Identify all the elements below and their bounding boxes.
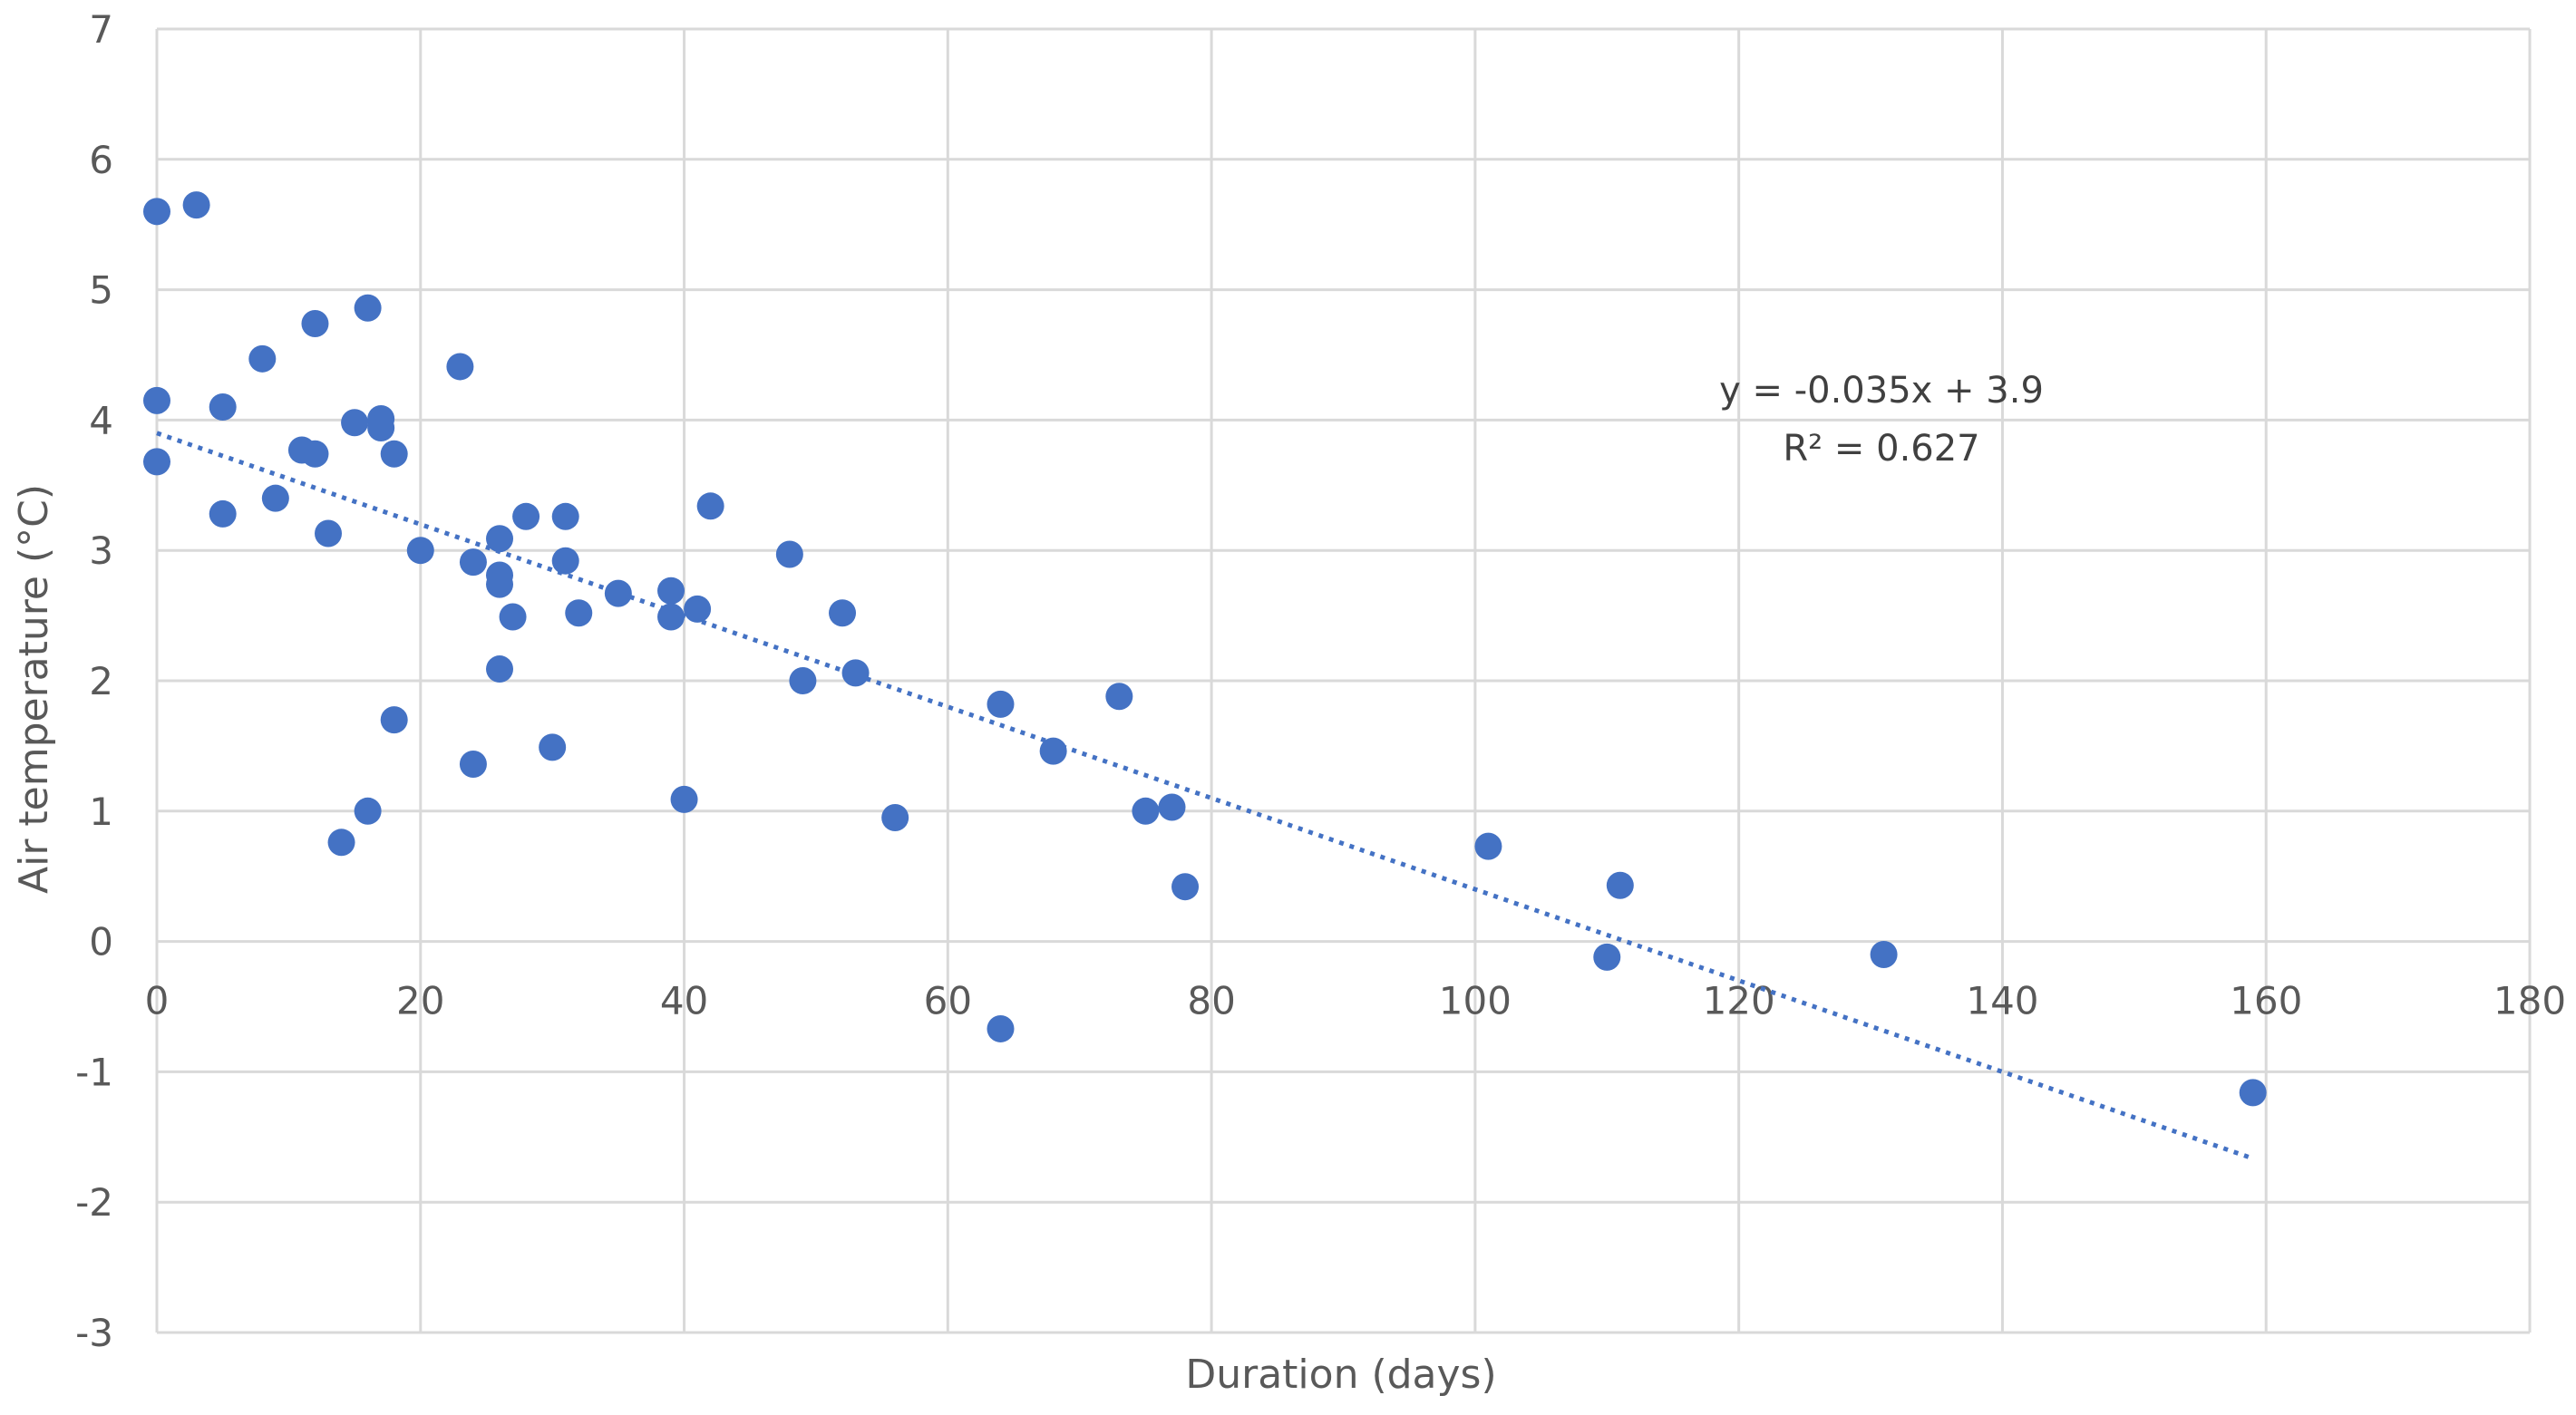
data-point-4	[209, 393, 237, 422]
trendline-group	[156, 431, 2254, 1161]
data-point-55	[1870, 940, 1898, 968]
data-point-42	[829, 599, 857, 627]
horizontal-gridlines	[157, 27, 2530, 1334]
x-tick-100: 100	[1439, 979, 1512, 1023]
data-point-28	[499, 603, 527, 631]
x-tick-20: 20	[396, 979, 444, 1023]
data-point-43	[841, 659, 870, 687]
x-tick-120: 120	[1703, 979, 1775, 1023]
data-point-1	[182, 191, 210, 219]
data-point-13	[341, 409, 369, 437]
data-point-35	[657, 577, 685, 605]
y-tick-0: 0	[89, 920, 113, 964]
data-point-47	[1039, 737, 1067, 765]
data-point-12	[327, 829, 355, 857]
data-point-52	[1474, 832, 1502, 860]
data-point-41	[789, 667, 817, 694]
data-point-50	[1158, 793, 1186, 821]
trendline	[156, 431, 2254, 1161]
data-point-22	[459, 548, 487, 577]
data-point-17	[367, 414, 395, 442]
y-tick--2: -2	[75, 1180, 113, 1225]
data-point-2	[143, 386, 170, 414]
trendline-equation: y = -0.035x + 3.9	[1719, 370, 2044, 412]
data-point-6	[248, 344, 277, 373]
data-point-39	[696, 492, 724, 520]
data-point-27	[486, 655, 514, 683]
data-point-19	[380, 706, 408, 734]
y-tick-4: 4	[89, 398, 113, 442]
y-axis-title: Air temperature (°C)	[11, 484, 57, 894]
data-point-51	[1171, 873, 1200, 901]
x-axis-title: Duration (days)	[1185, 1352, 1496, 1398]
data-point-30	[539, 733, 567, 761]
data-point-23	[459, 751, 487, 779]
data-point-54	[1606, 871, 1634, 899]
data-point-26	[486, 570, 514, 598]
y-tick-6: 6	[89, 138, 113, 182]
data-point-33	[565, 599, 593, 627]
data-point-36	[657, 603, 685, 631]
x-tick-80: 80	[1187, 979, 1235, 1023]
data-point-49	[1132, 797, 1160, 825]
data-point-45	[987, 690, 1015, 718]
y-tick-2: 2	[89, 659, 113, 703]
x-tick-40: 40	[660, 979, 708, 1023]
data-point-24	[486, 525, 514, 553]
x-tick-180: 180	[2493, 979, 2566, 1023]
data-point-37	[670, 785, 698, 813]
data-point-38	[684, 595, 712, 623]
data-points	[143, 191, 2267, 1107]
x-tick-140: 140	[1966, 979, 2038, 1023]
y-tick-1: 1	[89, 790, 113, 834]
data-point-11	[315, 519, 343, 548]
data-point-0	[143, 198, 170, 226]
data-point-14	[354, 294, 382, 322]
data-point-5	[209, 499, 237, 528]
x-tick-0: 0	[145, 979, 170, 1023]
data-point-31	[551, 502, 579, 530]
x-tick-labels: 0 20 40 60 80 100 120 140 160 180	[145, 979, 2566, 1023]
data-point-32	[551, 547, 579, 575]
data-point-29	[512, 502, 540, 530]
y-tick-5: 5	[89, 268, 113, 313]
data-point-53	[1593, 943, 1621, 971]
data-point-15	[354, 797, 382, 825]
data-point-3	[143, 448, 170, 476]
y-tick-labels: -3 -2 -1 0 1 2 3 4 5 6 7	[75, 7, 113, 1355]
data-point-40	[775, 540, 803, 568]
y-tick--3: -3	[75, 1311, 113, 1355]
trendline-r-squared: R² = 0.627	[1783, 428, 1979, 470]
data-point-18	[380, 440, 408, 468]
data-point-7	[261, 484, 289, 512]
data-point-10	[301, 309, 329, 337]
x-tick-160: 160	[2230, 979, 2302, 1023]
y-tick-7: 7	[89, 7, 113, 52]
data-point-20	[406, 537, 434, 565]
data-point-56	[2239, 1079, 2267, 1107]
y-tick--1: -1	[75, 1050, 113, 1094]
y-tick-3: 3	[89, 528, 113, 573]
data-point-44	[881, 803, 909, 831]
data-point-9	[301, 440, 329, 468]
x-tick-60: 60	[924, 979, 972, 1023]
data-point-46	[987, 1014, 1015, 1042]
data-point-34	[604, 579, 632, 607]
data-point-21	[446, 353, 474, 381]
data-point-48	[1105, 683, 1133, 711]
